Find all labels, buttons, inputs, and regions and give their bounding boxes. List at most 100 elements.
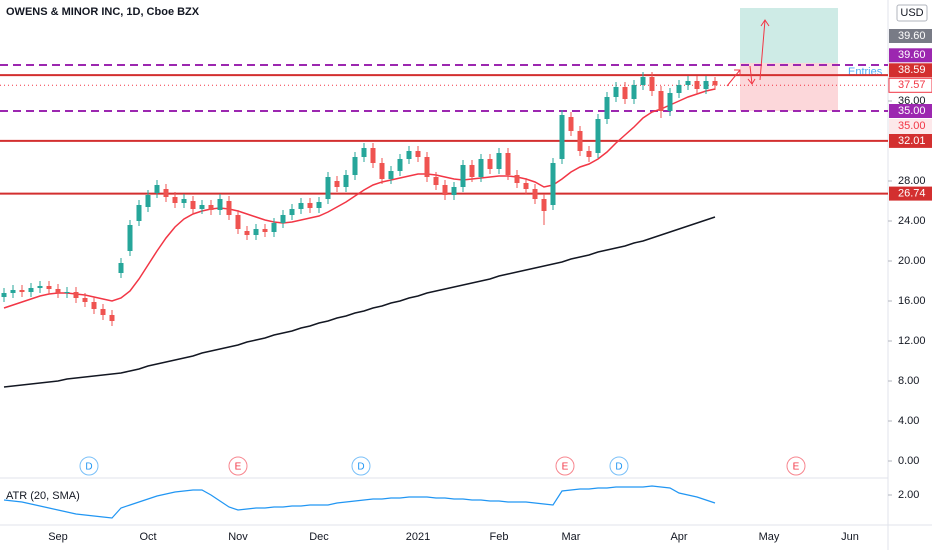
price-tag-label: 39.60 xyxy=(898,49,926,61)
event-label: E xyxy=(235,462,242,473)
moving-average xyxy=(3,88,716,309)
candle-body xyxy=(604,97,610,119)
candle-body xyxy=(289,209,295,215)
candle-body xyxy=(253,229,259,235)
candle-body xyxy=(172,197,178,203)
candle-body xyxy=(694,81,700,89)
candle-body xyxy=(667,93,673,111)
candle-body xyxy=(586,151,592,157)
candle-body xyxy=(424,157,430,177)
candle-body xyxy=(10,290,16,293)
candle-body xyxy=(415,151,421,157)
candle-body xyxy=(568,117,574,131)
candle-body xyxy=(64,292,70,293)
candle-body xyxy=(307,203,313,208)
position-stop xyxy=(740,63,838,111)
candle-body xyxy=(226,201,232,215)
candle-body xyxy=(208,205,214,210)
candle-body xyxy=(712,81,718,86)
event-label: D xyxy=(85,462,92,473)
x-tick-label: Oct xyxy=(139,531,156,543)
event-label: D xyxy=(615,462,622,473)
candle-body xyxy=(316,202,322,208)
x-tick-label: Feb xyxy=(490,531,509,543)
event-label: D xyxy=(357,462,364,473)
marks: 36.00 28.00 24.00 20.00 16.00 12.00 8.00 4.00 0.… xyxy=(0,8,932,543)
candle-body xyxy=(388,171,394,179)
candle-body xyxy=(1,293,7,297)
price-tag xyxy=(889,133,932,148)
price-tag xyxy=(889,48,932,63)
x-tick-label: Dec xyxy=(309,531,329,543)
candle-body xyxy=(163,189,169,197)
candle-body xyxy=(559,115,565,159)
candle-body xyxy=(685,81,691,85)
currency[interactable]: USD xyxy=(900,7,923,19)
candle-body xyxy=(46,286,52,289)
candle-body xyxy=(325,177,331,199)
price-tag xyxy=(889,63,932,78)
position-arrows xyxy=(726,19,770,87)
price-tag-label: 38.59 xyxy=(898,64,926,76)
candle-body xyxy=(262,229,268,232)
candle-body xyxy=(550,163,556,205)
candle-body xyxy=(361,148,367,157)
x-tick-label: Apr xyxy=(670,531,687,543)
event-badge xyxy=(79,456,99,476)
candle-body xyxy=(649,77,655,91)
price-tag-label: 39.60 xyxy=(898,30,926,42)
candle-body xyxy=(181,199,187,203)
arrow-head xyxy=(747,78,756,85)
candle-body xyxy=(73,292,79,298)
position-label: Entries xyxy=(848,66,883,78)
price-tag-label: 26.74 xyxy=(898,188,926,200)
x-tick-label: 2021 xyxy=(406,531,430,543)
y-tick-label: 24.00 xyxy=(898,215,926,227)
price-tag-label: 35.00 xyxy=(898,120,926,132)
x-tick-label: Sep xyxy=(48,531,68,543)
price-tag-label: 37.57 xyxy=(898,79,926,91)
candle-body xyxy=(217,199,223,210)
candle-body xyxy=(127,225,133,251)
candle-body xyxy=(487,159,493,169)
y-tick-label: 8.00 xyxy=(898,375,919,387)
moving-average xyxy=(3,216,716,388)
candle-body xyxy=(469,165,475,177)
candle-body xyxy=(496,153,502,169)
candle-body xyxy=(523,183,529,189)
chart-title: OWENS & MINOR INC, 1D, Cboe BZX xyxy=(6,6,200,18)
x-tick-label: Jun xyxy=(841,531,859,543)
candle-body xyxy=(433,177,439,185)
y-tick-label: 0.00 xyxy=(898,455,919,467)
candle-body xyxy=(28,288,34,292)
x-tick-label: Mar xyxy=(562,531,581,543)
candle-body xyxy=(541,199,547,211)
candle-body xyxy=(622,87,628,99)
y-tick-label: 28.00 xyxy=(898,175,926,187)
currency-box[interactable] xyxy=(896,4,928,22)
x-tick-label: May xyxy=(759,531,780,543)
candle-body xyxy=(244,231,250,235)
arrow xyxy=(726,69,741,87)
event-badge xyxy=(351,456,371,476)
candle-body xyxy=(109,315,115,321)
candle-body xyxy=(154,185,160,193)
candle-body xyxy=(532,189,538,199)
price-tag-label: 35.00 xyxy=(898,105,926,117)
candle-body xyxy=(370,148,376,163)
arrow-head xyxy=(760,19,770,27)
candle-body xyxy=(613,87,619,97)
candle-body xyxy=(406,151,412,159)
candle-body xyxy=(190,201,196,209)
candle-body xyxy=(199,205,205,209)
candle-body xyxy=(352,157,358,175)
y-tick-label: 4.00 xyxy=(898,415,919,427)
y-tick-label: 2.00 xyxy=(898,489,919,501)
price-tag xyxy=(889,186,932,201)
candle-body xyxy=(451,187,457,195)
candle-body xyxy=(460,165,466,187)
candle-body xyxy=(118,263,124,273)
candle-body xyxy=(379,163,385,179)
candle-body xyxy=(703,81,709,89)
